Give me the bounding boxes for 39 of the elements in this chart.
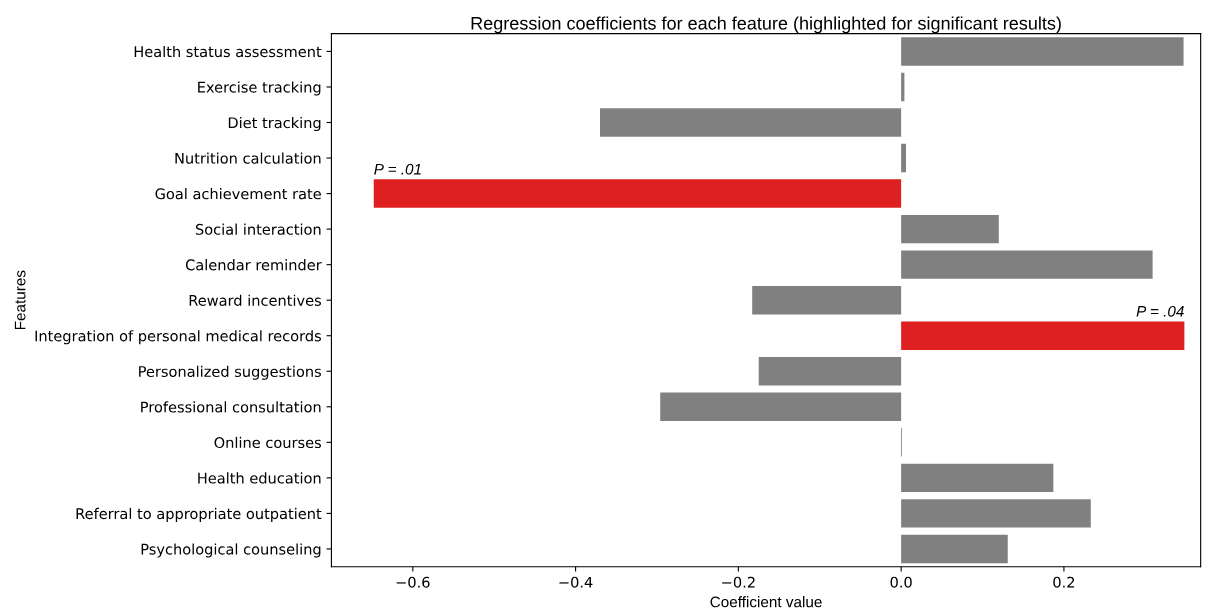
bar	[901, 534, 1008, 564]
bar	[901, 37, 1184, 66]
annotation: P = .04	[1136, 305, 1184, 317]
y-tick-label: Goal achievement rate	[155, 188, 321, 200]
y-tick-label: Health education	[198, 472, 321, 484]
annotation: P = .01	[374, 163, 421, 175]
bar	[373, 179, 902, 208]
y-tick-label: Social interaction	[195, 223, 321, 235]
y-tick-label: Nutrition calculation	[175, 152, 321, 164]
x-tick-label: −0.6	[396, 576, 430, 588]
x-tick-label: −0.2	[722, 576, 755, 588]
y-tick-label: Personalized suggestions	[139, 365, 321, 380]
y-tick-label: Referral to appropriate outpatient	[76, 507, 322, 522]
y-tick-label: Exercise tracking	[198, 81, 321, 96]
y-tick-label: Psychological counseling	[141, 543, 321, 558]
chart-title: Regression coefficients for each feature (highlighted for significant results)	[471, 16, 1061, 34]
y-tick-label: Professional consultation	[141, 401, 321, 413]
bar	[901, 72, 905, 102]
bar	[752, 285, 902, 315]
x-tick-label: −0.4	[559, 576, 593, 588]
bar	[660, 392, 902, 422]
y-tick-label: Calendar reminder	[185, 259, 322, 271]
y-tick-label: Reward incentives	[189, 294, 321, 306]
bar	[600, 108, 902, 137]
y-tick-label: Diet tracking	[228, 116, 321, 132]
bar	[901, 463, 1054, 493]
bar	[758, 357, 902, 386]
y-tick-label: Online courses	[214, 436, 321, 449]
x-tick-label: 0.0	[890, 576, 912, 588]
bar	[901, 143, 907, 173]
bar	[901, 499, 1091, 528]
y-axis-title: Features	[14, 270, 26, 330]
y-tick-label: Health status assessment	[134, 45, 322, 58]
bar	[901, 214, 999, 244]
bar	[901, 250, 1153, 279]
x-axis-title: Coefficient value	[710, 596, 822, 608]
y-tick-label: Integration of personal medical records	[35, 330, 321, 345]
x-tick-label: 0.2	[1053, 576, 1075, 588]
bar	[901, 321, 1185, 350]
